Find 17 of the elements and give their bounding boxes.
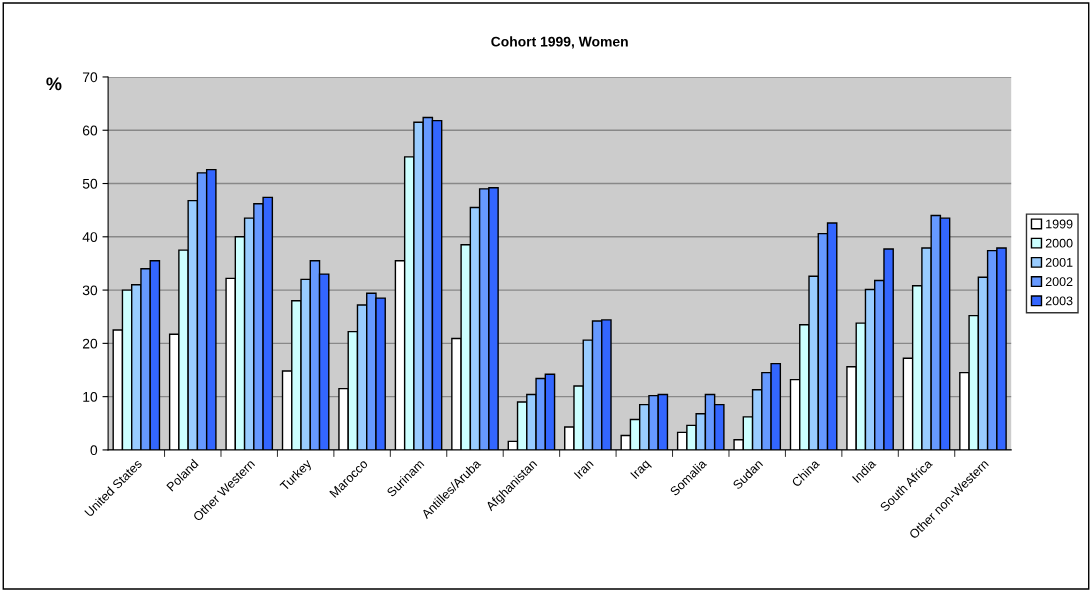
legend-label: 2000 xyxy=(1045,238,1073,248)
y-tick-label: 20 xyxy=(82,338,98,349)
y-tick-label: 0 xyxy=(90,445,98,456)
y-tick-label: 50 xyxy=(82,178,98,189)
y-tick-label: 10 xyxy=(83,391,98,402)
x-tick-label: Iran xyxy=(573,459,594,480)
legend-label: 2001 xyxy=(1045,257,1073,267)
legend-label: 2003 xyxy=(1045,296,1073,306)
y-axis-title: % xyxy=(46,77,62,91)
y-tick-label: 60 xyxy=(82,125,98,136)
chart-title: Cohort 1999, Women xyxy=(491,36,628,49)
legend-label: 1999 xyxy=(1046,219,1073,229)
y-tick-label: 40 xyxy=(82,232,98,242)
y-tick-label: 70 xyxy=(82,72,98,83)
y-tick-label: 30 xyxy=(82,285,98,296)
legend-label: 2002 xyxy=(1045,277,1073,287)
x-tick-label: Iraq xyxy=(630,459,652,481)
